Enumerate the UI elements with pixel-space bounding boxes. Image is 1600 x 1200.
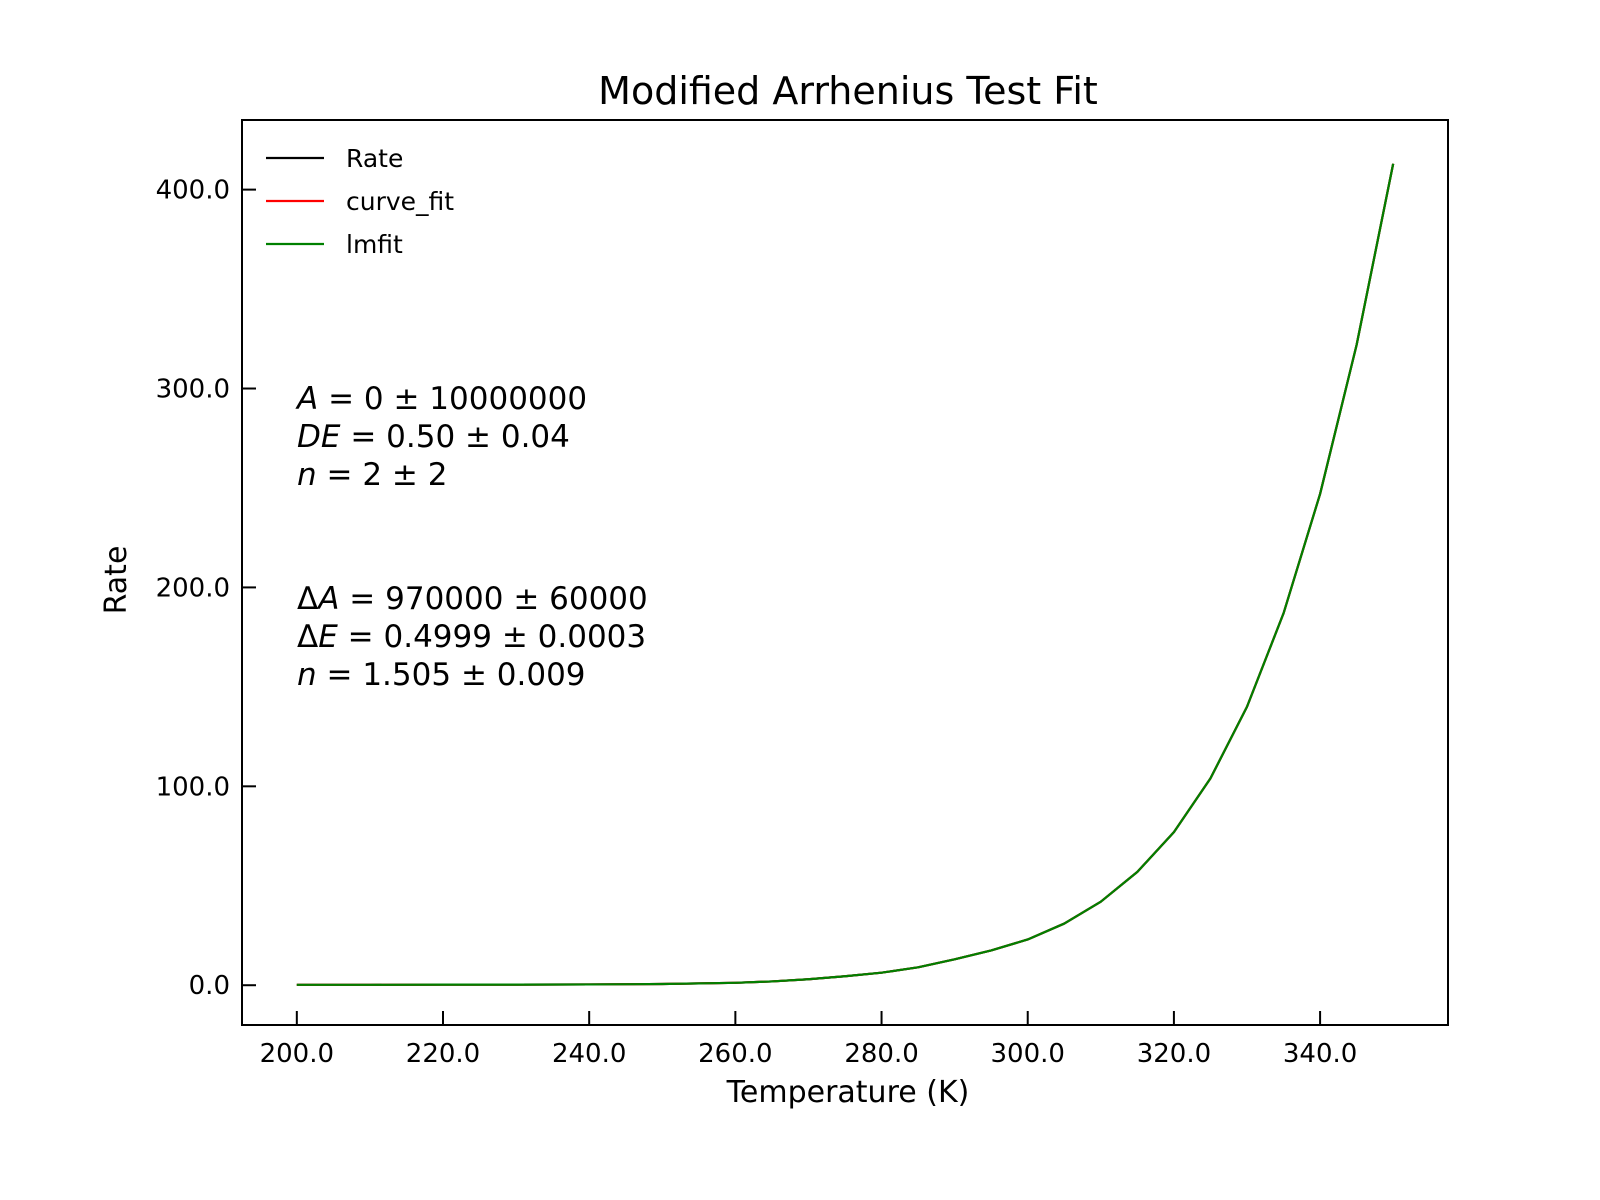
axes-frame: [241, 119, 1449, 1026]
y-tick-label: 400.0: [156, 176, 230, 206]
plot-area: 200.0 220.0 240.0 260.0 280.0 300.0 320.0 340.0…: [156, 119, 1449, 1069]
x-tick-label: 320.0: [1137, 1039, 1211, 1069]
legend-label: lmfit: [346, 230, 403, 259]
series-line-curve-fit: [296, 163, 1395, 986]
fit-annotation-line: ΔE = 0.4999 ± 0.0003: [297, 619, 646, 655]
fit-annotation-line: DE = 0.50 ± 0.04: [297, 419, 570, 455]
y-tick-label: 100.0: [156, 772, 230, 802]
x-tick-label: 220.0: [406, 1039, 480, 1069]
fit-annotation-line: n = 2 ± 2: [297, 457, 447, 493]
fit-annotation-line: n = 1.505 ± 0.009: [297, 657, 586, 693]
x-tick-label: 260.0: [698, 1039, 772, 1069]
x-tick-label: 240.0: [552, 1039, 626, 1069]
y-tick-label: 0.0: [189, 971, 230, 1001]
x-axis-label: Temperature (K): [726, 1075, 970, 1110]
chart-title: Modified Arrhenius Test Fit: [598, 69, 1098, 113]
x-tick-label: 340.0: [1283, 1039, 1357, 1069]
x-tick-label: 200.0: [260, 1039, 334, 1069]
x-tick-label: 280.0: [844, 1039, 918, 1069]
legend-label: curve_fit: [346, 187, 454, 216]
fit-annotation-line: ΔA = 970000 ± 60000: [297, 581, 648, 617]
y-axis-label: Rate: [99, 546, 134, 615]
y-tick-label: 300.0: [156, 375, 230, 405]
fit-annotation-line: A = 0 ± 10000000: [295, 381, 587, 417]
x-tick-label: 300.0: [991, 1039, 1065, 1069]
y-tick-label: 200.0: [156, 573, 230, 603]
series-line-lmfit: [296, 163, 1395, 986]
series-line-rate: [296, 163, 1395, 986]
legend-label: Rate: [346, 144, 403, 173]
